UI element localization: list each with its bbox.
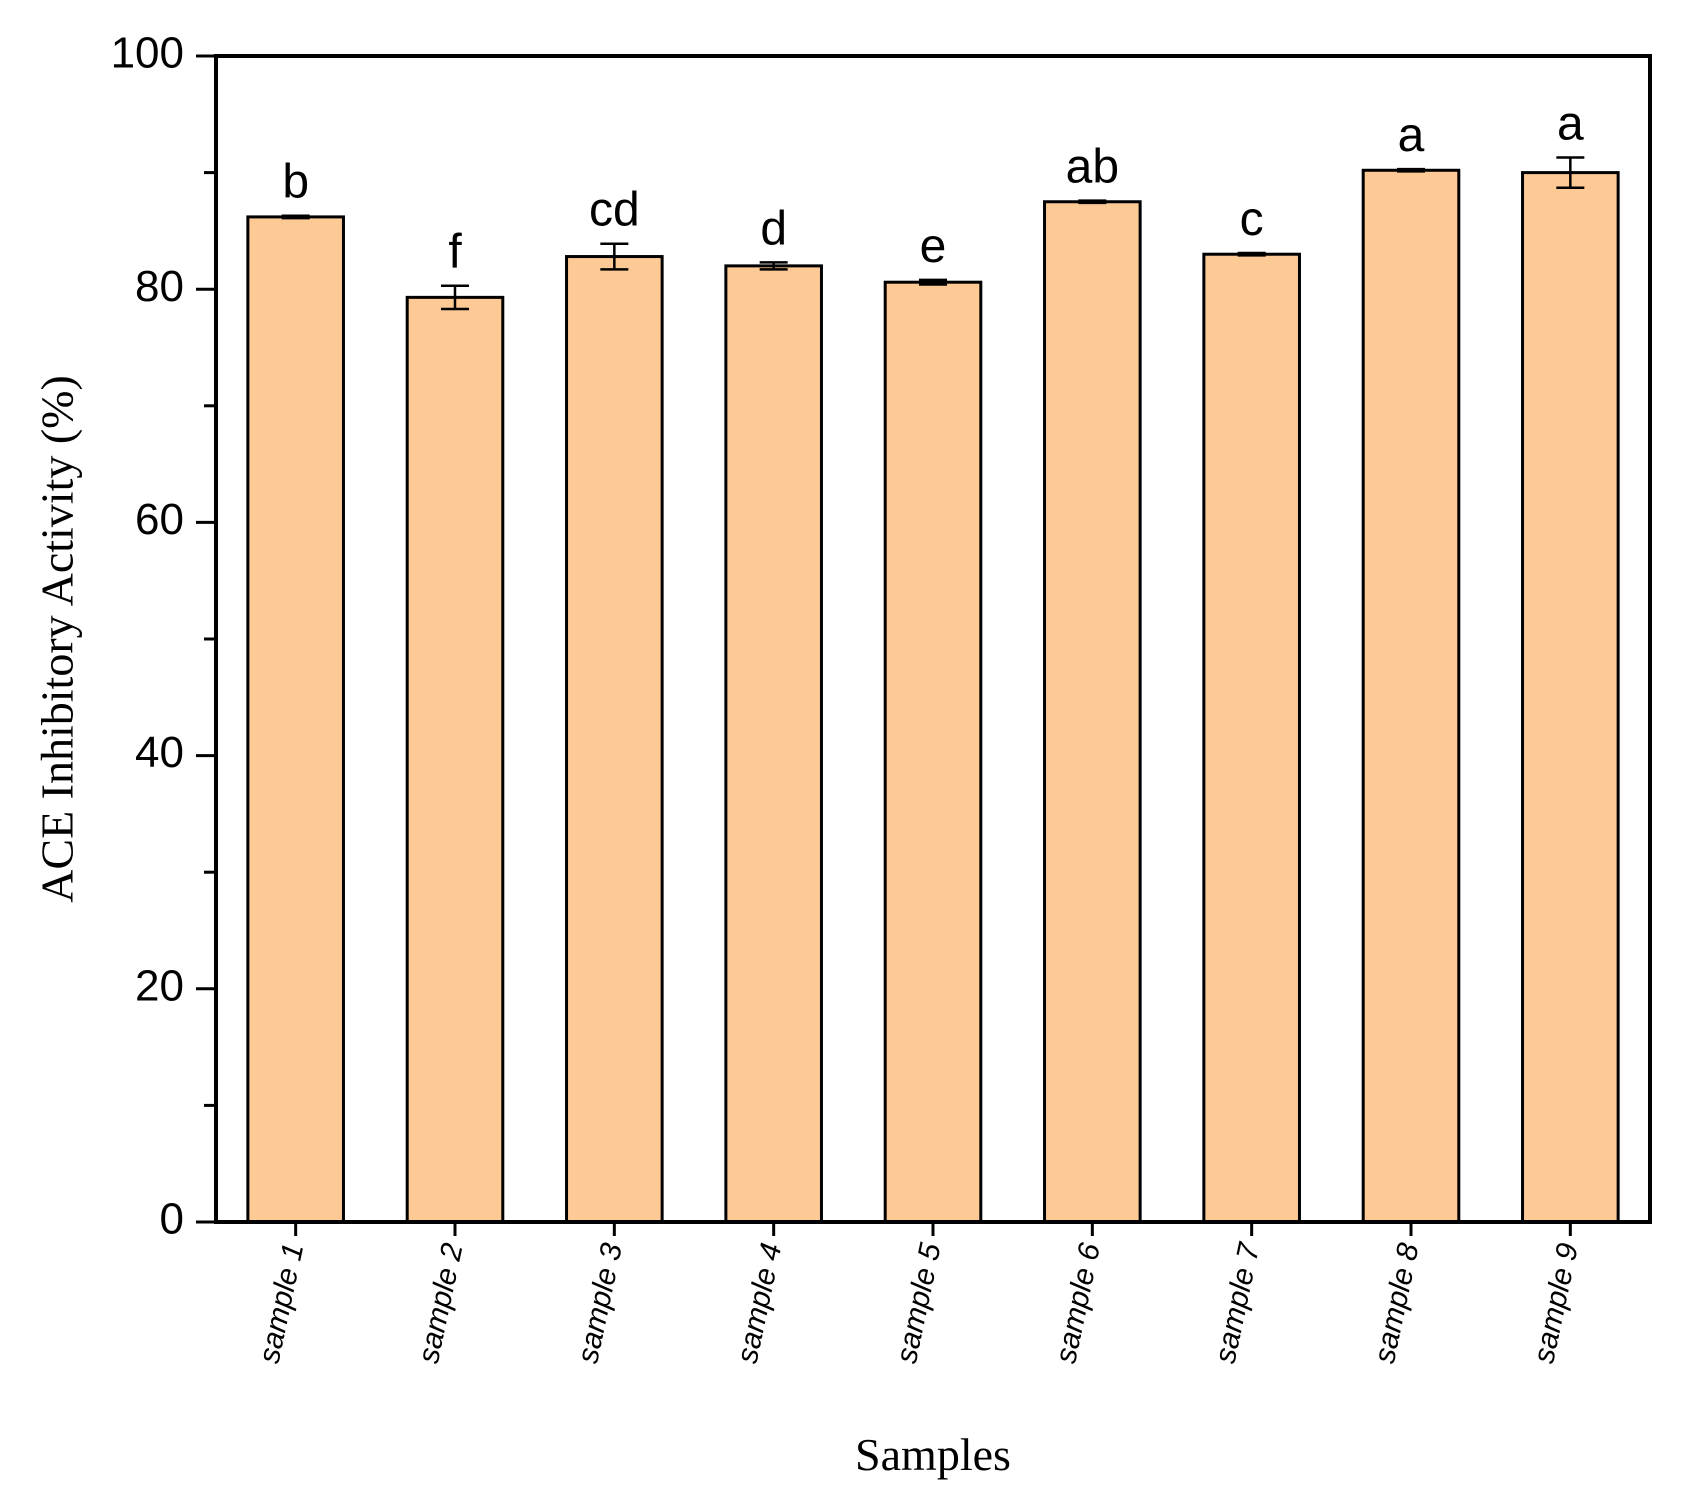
error-bar-9 [1556,156,1585,190]
bar-6 [1043,200,1142,1224]
bar-8 [1361,168,1461,1224]
x-tick-label-2: sample 2 [412,1240,470,1366]
bar-2 [405,295,505,1224]
significance-label-6: ab [1066,141,1119,194]
significance-labels-layer: b f cd d e ab c a a [282,97,1584,278]
bar-4 [724,264,823,1224]
error-bar-1 [281,214,310,220]
x-tick-label-1: sample 1 [253,1240,311,1366]
significance-label-3: cd [589,184,640,237]
significance-label-1: b [282,156,309,209]
bar-7 [1202,252,1301,1224]
bars-layer [246,168,1620,1224]
bar-1 [246,215,345,1224]
x-axis-title: Samples [855,1429,1011,1480]
significance-label-2: f [448,226,462,279]
error-bar-7 [1237,251,1266,257]
x-tick-label-3: sample 3 [571,1240,629,1366]
bar-5 [883,280,983,1224]
y-tick-label: 40 [135,728,184,777]
y-tick-label: 60 [135,495,184,544]
error-bar-6 [1078,199,1107,205]
y-tick-label: 100 [111,29,184,78]
error-bars-layer [281,156,1585,311]
significance-label-8: a [1398,109,1425,162]
x-tick-label-9: sample 9 [1527,1240,1585,1366]
y-tick-label: 80 [135,262,184,311]
significance-label-5: e [920,220,947,273]
x-tick-label-6: sample 6 [1049,1240,1107,1366]
bar-3 [565,255,664,1224]
significance-label-9: a [1557,97,1584,150]
x-tick-label-8: sample 8 [1368,1240,1426,1366]
significance-label-4: d [760,202,787,255]
y-tick-label: 20 [135,961,184,1010]
y-axis-title: ACE Inhibitory Activity (%) [32,375,83,903]
error-bar-2 [441,284,469,311]
error-bar-5 [919,278,947,286]
error-bar-3 [600,242,629,271]
x-tick-label-4: sample 4 [731,1240,789,1366]
y-tick-label: 0 [160,1195,184,1244]
x-tick-label-5: sample 5 [890,1240,948,1366]
significance-label-7: c [1240,193,1264,246]
bar-9 [1521,171,1620,1224]
error-bar-4 [759,261,788,271]
y-axis: 0 20 40 60 80 100 [111,29,216,1244]
x-tick-label-7: sample 7 [1209,1239,1267,1366]
x-axis: sample 1 sample 2 sample 3 sample 4 sample 5… [253,1222,1585,1366]
error-bar-8 [1397,167,1425,173]
